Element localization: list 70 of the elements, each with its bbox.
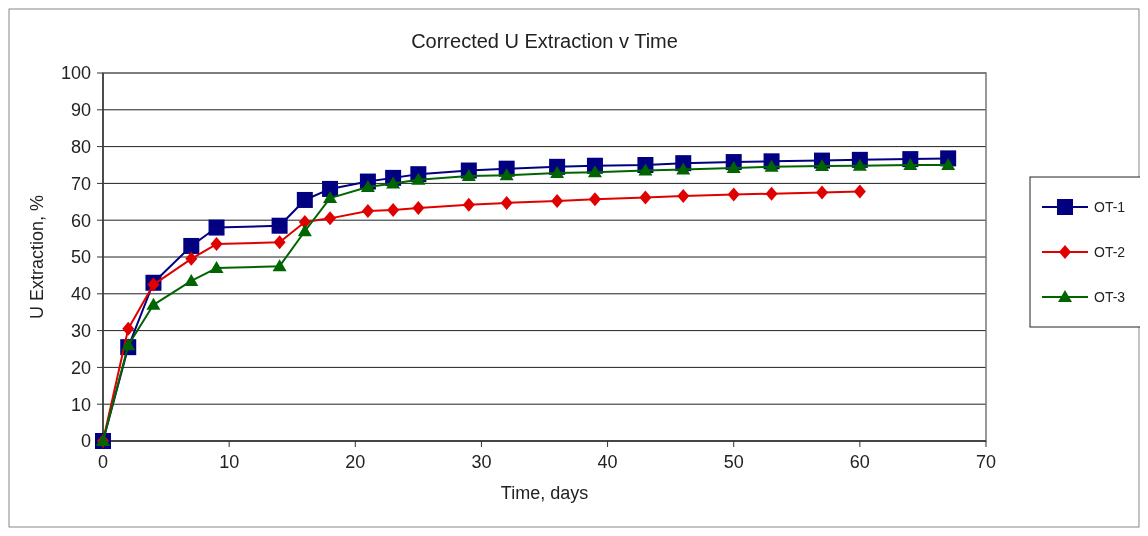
point [727,187,740,202]
y-tick-label: 0 [80,431,91,452]
y-tick-label: 90 [70,100,91,121]
point [361,204,374,218]
point [852,158,867,171]
point [726,160,741,173]
point [676,162,691,175]
x-tick-label: 40 [597,452,618,472]
x-tick-label: 60 [849,452,870,472]
point [146,297,161,310]
point [638,163,653,176]
point [185,251,198,266]
y-tick-label: 70 [70,173,91,194]
point [387,202,400,217]
point [853,184,866,199]
point [297,224,312,237]
chart-title: Corrected U Extraction v Time [411,30,678,52]
point [462,197,475,212]
y-tick-label: 20 [70,357,91,378]
point [412,201,425,216]
y-tick-label: 30 [70,320,91,341]
point [816,185,829,200]
legend-label: OT-3 [1094,288,1126,305]
y-tick-label: 40 [70,284,91,305]
x-tick-label: 50 [723,452,744,472]
point [324,211,337,226]
point [298,215,311,230]
point [639,190,652,205]
point [273,235,286,250]
y-axis-title: U Extraction, % [27,194,47,320]
legend-label: OT-1 [1094,198,1126,215]
x-tick-label: 0 [97,452,109,472]
y-tick-label: 60 [70,210,91,231]
point [360,180,375,193]
point [550,166,565,179]
point [903,158,918,170]
x-tick-label: 20 [345,452,366,472]
point [411,172,426,185]
point [208,219,225,236]
point [677,188,690,203]
point [122,321,135,336]
point [815,159,830,172]
point [183,237,200,254]
x-axis-title: Time, days [500,483,589,503]
point [386,176,401,189]
point [323,191,338,204]
point [587,165,602,178]
y-tick-label: 80 [70,136,91,157]
point [551,194,564,209]
point [765,186,778,201]
point [296,191,313,208]
point [499,168,514,181]
point [272,259,287,272]
x-tick-label: 70 [975,452,997,472]
point [209,261,224,274]
point [184,273,199,286]
x-tick-label: 10 [219,452,240,472]
point [210,237,223,252]
y-tick-label: 100 [60,63,91,84]
legend-label: OT-2 [1094,243,1126,260]
y-tick-label: 10 [70,394,91,415]
x-tick-label: 30 [471,452,492,472]
point [764,159,779,172]
point [500,195,513,210]
point [941,158,956,170]
y-tick-label: 50 [70,247,91,268]
point [271,217,288,234]
point [461,169,476,182]
point [121,338,136,351]
point [588,192,601,207]
